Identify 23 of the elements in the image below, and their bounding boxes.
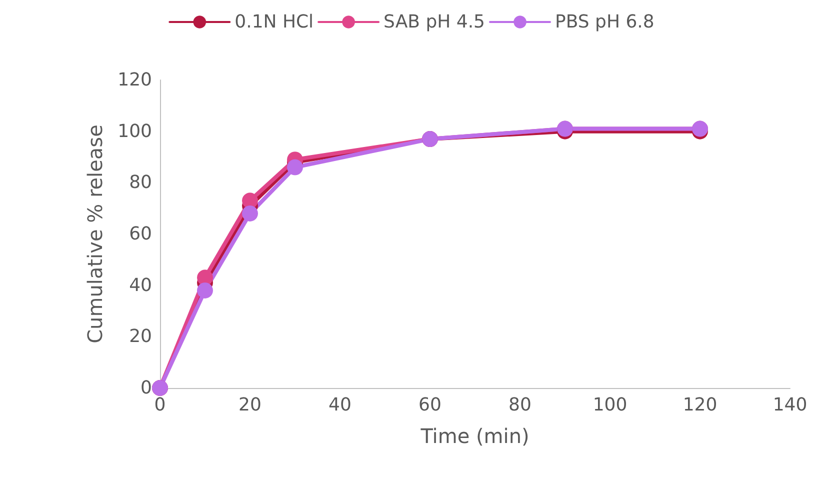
- x-axis-title: Time (min): [420, 424, 530, 448]
- point: [197, 282, 213, 298]
- y-tick-label: 100: [118, 120, 152, 142]
- legend-label: SAB pH 4.5: [384, 12, 486, 32]
- x-tick-label: 80: [508, 394, 532, 416]
- y-tick-label: 80: [129, 172, 152, 194]
- x-tick-label: 20: [238, 394, 262, 416]
- legend-label: 0.1N HCl: [234, 12, 314, 32]
- x-tick-label: 140: [772, 394, 808, 416]
- y-tick-label: 20: [129, 326, 152, 348]
- legend-label: PBS pH 6.8: [555, 12, 654, 32]
- x-tick-label: 60: [418, 394, 442, 416]
- point: [242, 205, 258, 222]
- x-tick-label: 40: [328, 394, 352, 416]
- y-tick-label: 40: [129, 274, 152, 296]
- x-tick-label: 0: [154, 394, 166, 416]
- point: [287, 159, 303, 176]
- y-tick-label: 120: [118, 70, 152, 90]
- x-tick-label: 100: [592, 394, 628, 416]
- y-tick-label: 60: [129, 224, 152, 244]
- x-tick-label: 120: [682, 394, 718, 416]
- y-tick-label: 0: [140, 378, 152, 398]
- y-axis-title: Cumulative % release: [83, 124, 107, 344]
